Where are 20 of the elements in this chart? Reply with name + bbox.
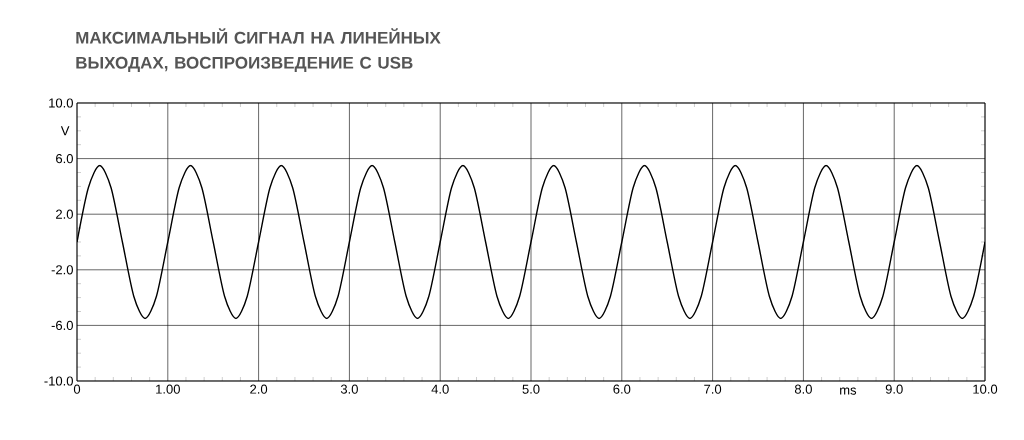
x-tick-label: 7.0 xyxy=(704,384,722,394)
y-tick-label: -6.0 xyxy=(51,320,73,330)
y-tick-label: 10.0 xyxy=(49,98,73,108)
x-tick-label: 9.0 xyxy=(885,384,903,394)
x-tick-label: 1.00 xyxy=(156,384,180,394)
chart-title: МАКСИМАЛЬНЫЙ СИГНАЛ НА ЛИНЕЙНЫХ ВЫХОДАХ, ВОСПРОИЗВЕДЕНИЕ С USB xyxy=(76,28,441,72)
x-tick-label: 8.0 xyxy=(794,384,812,394)
y-tick-label: 6.0 xyxy=(56,153,73,164)
x-tick-label: 10.0 xyxy=(973,384,998,394)
y-tick-label: -2.0 xyxy=(51,265,73,275)
x-tick-label: 2.0 xyxy=(250,384,268,394)
x-tick-label: 5.0 xyxy=(522,384,540,394)
y-tick-label: 2.0 xyxy=(56,209,73,219)
x-tick-label: 6.0 xyxy=(613,384,631,394)
y-tick-label: -10.0 xyxy=(44,376,73,386)
x-axis-title: ms xyxy=(840,387,857,395)
y-axis-title: V xyxy=(60,126,70,136)
x-tick-label: 3.0 xyxy=(340,384,358,394)
x-tick-label: 0 xyxy=(73,384,81,394)
x-tick-label: 4.0 xyxy=(431,384,449,394)
